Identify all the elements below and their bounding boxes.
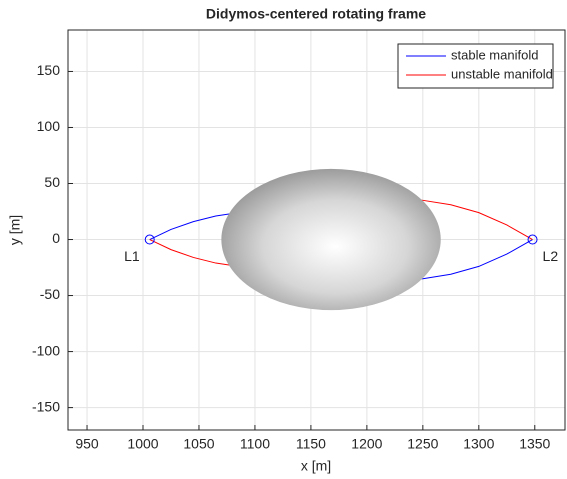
y-tick-label: -150: [32, 398, 60, 414]
point-label: L1: [124, 248, 140, 264]
x-axis-label: x [m]: [301, 458, 331, 474]
legend-label: unstable manifold: [451, 66, 553, 81]
chart: Didymos-centered rotating frame x [m] y …: [0, 0, 567, 479]
y-tick-label: 100: [37, 118, 61, 134]
y-tick-label: 50: [44, 174, 60, 190]
x-tick-label: 950: [75, 436, 99, 452]
point-label: L2: [543, 248, 559, 264]
x-tick-label: 1150: [296, 436, 326, 452]
x-tick-label: 1300: [463, 436, 494, 452]
y-tick-label: -100: [32, 342, 60, 358]
x-tick-label: 1100: [240, 436, 270, 452]
y-axis-label: y [m]: [7, 215, 23, 245]
legend-label: stable manifold: [451, 47, 538, 62]
x-tick-label: 1350: [519, 436, 550, 452]
x-tick-label: 1050: [183, 436, 214, 452]
x-tick-label: 1000: [127, 436, 158, 452]
legend: stable manifold unstable manifold: [398, 44, 553, 88]
y-tick-label: 0: [52, 230, 60, 246]
y-tick-label: -50: [40, 286, 60, 302]
x-tick-label: 1250: [407, 436, 438, 452]
y-tick-label: 150: [37, 62, 61, 78]
asteroid-body: [221, 169, 440, 310]
x-tick-label: 1200: [351, 436, 382, 452]
chart-title: Didymos-centered rotating frame: [206, 6, 426, 22]
